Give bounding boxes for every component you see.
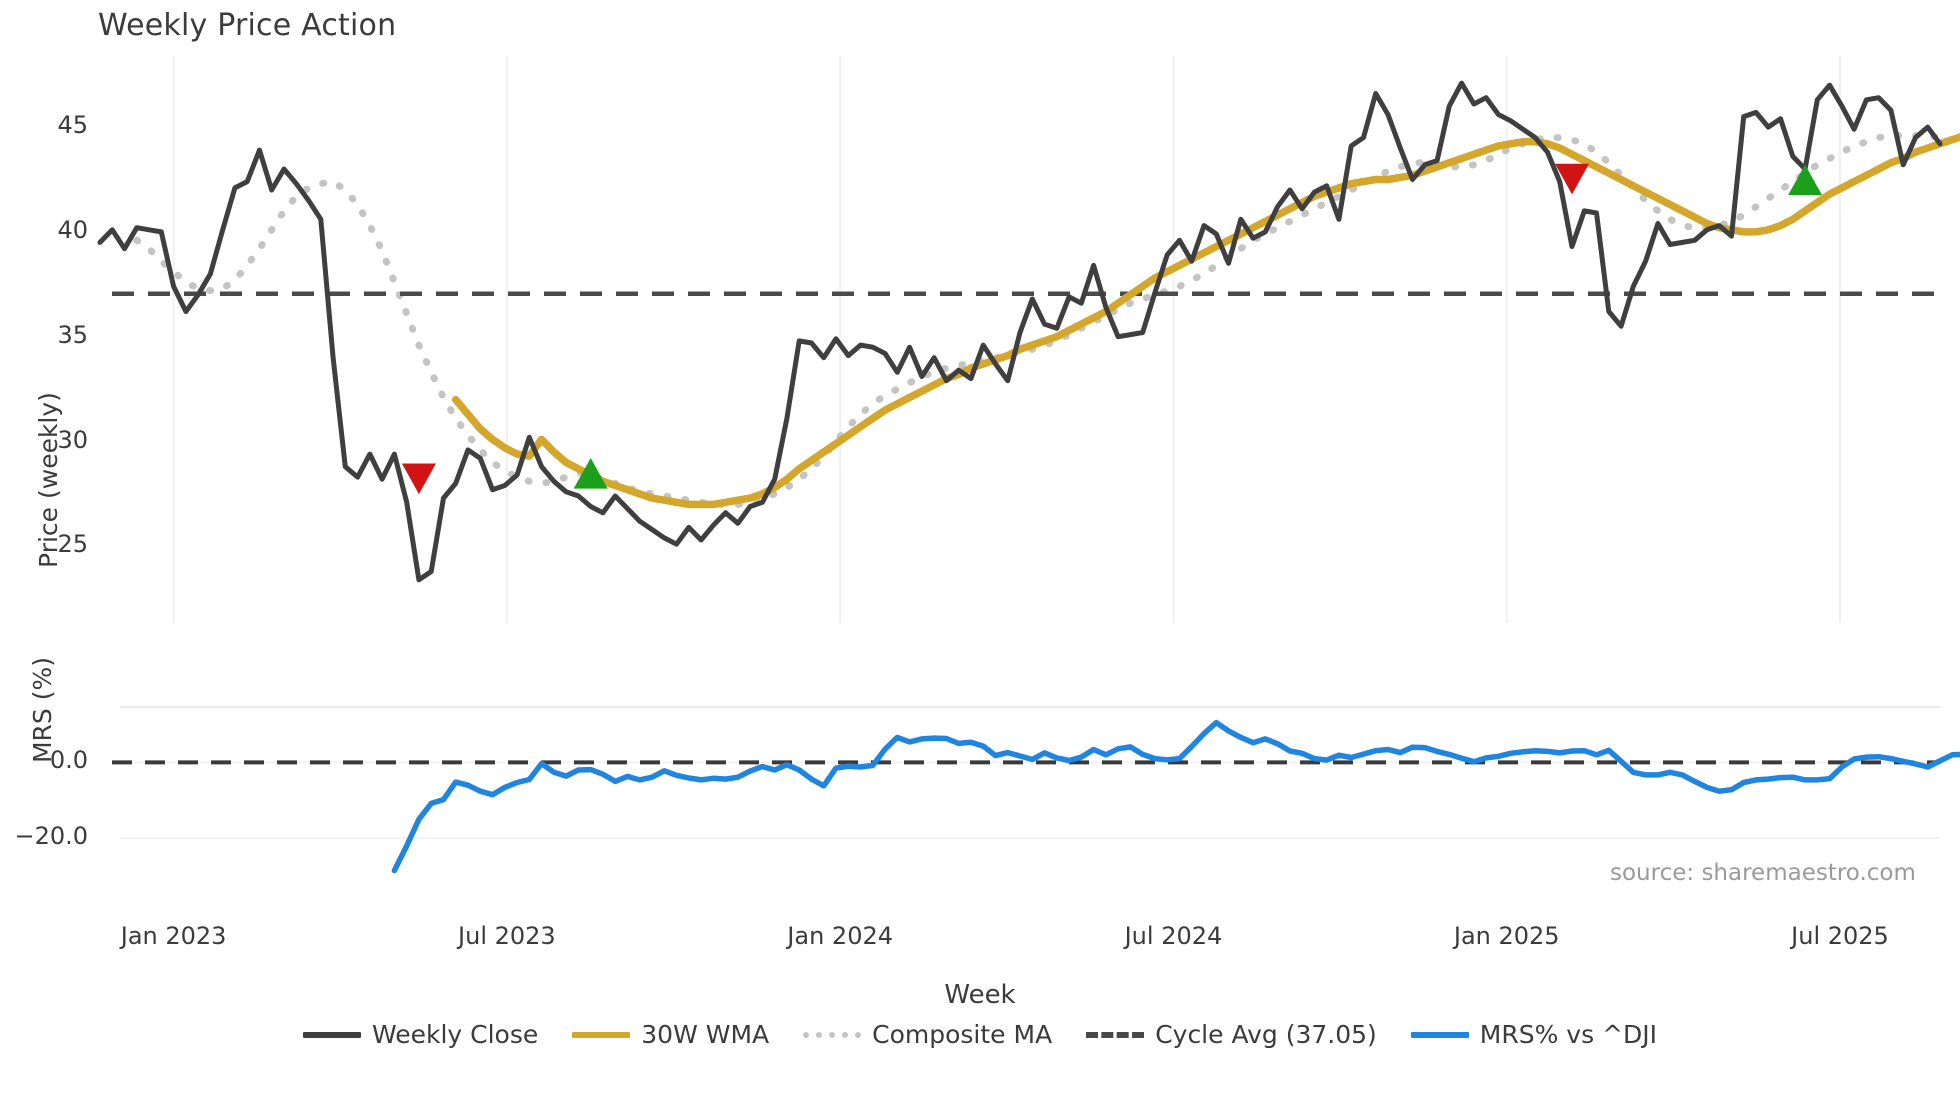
x-tick-0: Jan 2023 — [120, 922, 227, 950]
x-tick-5: Jul 2025 — [1791, 922, 1889, 950]
legend-cycle-avg[interactable]: Cycle Avg (37.05) — [1086, 1020, 1377, 1049]
mrs-y-tick-0: 0.0 — [49, 746, 88, 775]
price-y-tick-40: 40 — [57, 215, 88, 244]
composite-ma-line — [133, 132, 1960, 508]
x-tick-2: Jan 2024 — [787, 922, 894, 950]
sell-marker-0 — [401, 463, 436, 495]
x-tick-1: Jul 2023 — [458, 922, 556, 950]
chart-legend: Weekly Close 30W WMA Composite MA Cycle Avg… — [0, 1020, 1960, 1049]
price-y-tick-30: 30 — [57, 425, 88, 454]
legend-composite-ma[interactable]: Composite MA — [803, 1020, 1052, 1049]
legend-mrs[interactable]: MRS% vs ^DJI — [1410, 1020, 1658, 1049]
x-tick-3: Jul 2024 — [1124, 922, 1223, 950]
buy-marker-3 — [1788, 164, 1823, 196]
legend-weekly-close-label: Weekly Close — [371, 1020, 539, 1049]
legend-30w-wma[interactable]: 30W WMA — [572, 1020, 769, 1049]
x-tick-4: Jan 2025 — [1453, 922, 1560, 950]
buy-marker-1 — [573, 458, 608, 489]
x-axis-label: Week — [944, 980, 1016, 1010]
sell-marker-2 — [1555, 163, 1589, 195]
legend-30w-wma-label: 30W WMA — [641, 1020, 770, 1049]
legend-weekly-close[interactable]: Weekly Close — [302, 1020, 539, 1049]
price-y-tick-45: 45 — [57, 111, 88, 140]
price-y-tick-35: 35 — [57, 320, 88, 349]
page-title: Weekly Price Action — [98, 8, 397, 43]
legend-mrs-label: MRS% vs ^DJI — [1479, 1020, 1658, 1049]
source-watermark: source: sharemaestro.com — [1610, 860, 1916, 886]
weekly-close-line — [97, 80, 1943, 583]
price-y-tick-25: 25 — [57, 530, 88, 559]
mrs-y-tick-1: −20.0 — [14, 822, 88, 851]
legend-cycle-avg-label: Cycle Avg (37.05) — [1155, 1020, 1377, 1049]
mrs-line — [391, 719, 1960, 874]
legend-composite-ma-label: Composite MA — [872, 1020, 1053, 1049]
